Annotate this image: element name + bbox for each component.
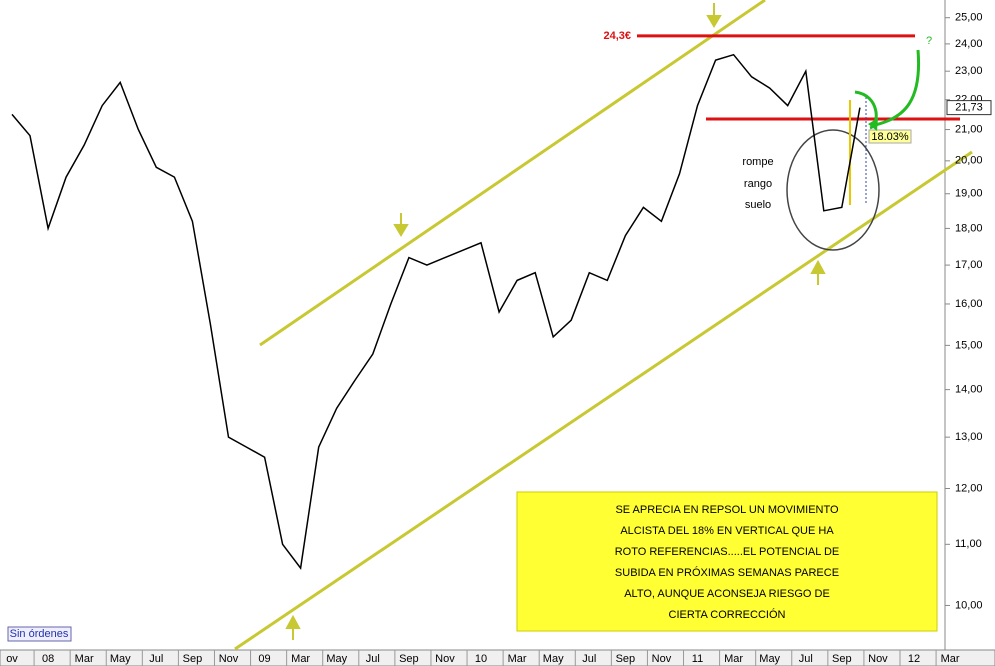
y-tick-label: 10,00	[955, 599, 983, 611]
note: suelo	[745, 199, 771, 211]
comment-line: ALTO, AUNQUE ACONSEJA RIESGO DE	[624, 588, 830, 600]
x-tick-label: May	[759, 653, 780, 665]
x-tick-label: Mar	[941, 653, 960, 665]
y-tick-label: 13,00	[955, 431, 983, 443]
question: ?	[926, 35, 932, 47]
x-tick-label: Jul	[799, 653, 813, 665]
y-tick-label: 20,00	[955, 155, 983, 167]
y-tick-label: 21,00	[955, 123, 983, 135]
arrows	[285, 3, 826, 640]
x-tick-label: Jul	[582, 653, 596, 665]
status-box	[7, 626, 72, 642]
y-tick-label: 18,00	[955, 222, 983, 234]
x-tick-label: May	[110, 653, 131, 665]
y-tick-label: 16,00	[955, 298, 983, 310]
green-arrow-head	[868, 118, 878, 131]
x-tick-label: 09	[258, 653, 270, 665]
y-tick-label: 15,00	[955, 339, 983, 351]
x-tick-label: Jul	[149, 653, 163, 665]
x-tick-label: Mar	[75, 653, 94, 665]
x-tick-label: May	[543, 653, 564, 665]
level-label: 24,3€	[603, 30, 631, 42]
comment-line: SUBIDA EN PRÓXIMAS SEMANAS PARECE	[615, 566, 839, 579]
y-tick-label: 12,00	[955, 482, 983, 494]
last-price-box	[946, 100, 992, 116]
y-tick-label: 11,00	[955, 538, 982, 550]
x-tick-label: 08	[42, 653, 54, 665]
x-tick-label: Nov	[219, 653, 239, 665]
price-line	[11, 53, 861, 570]
y-tick-label: 23,00	[955, 65, 983, 77]
lower-channel	[234, 150, 973, 651]
status: Sin órdenes	[10, 628, 69, 640]
x-tick-label: Sep	[832, 653, 852, 665]
x-tick-label: Nov	[652, 653, 672, 665]
comment-line: ALCISTA DEL 18% EN VERTICAL QUE HA	[620, 525, 834, 537]
percent-label: 18.03%	[871, 131, 909, 143]
x-tick-label: Sep	[183, 653, 203, 665]
x-tick-label: ov	[6, 653, 18, 665]
y-tick-label: 24,00	[955, 38, 983, 50]
x-axis-strip	[0, 649, 995, 666]
x-tick-label: 12	[908, 653, 920, 665]
x-tick-label: Mar	[508, 653, 527, 665]
x-tick-label: Mar	[724, 653, 743, 665]
range-circle	[786, 129, 880, 251]
x-tick-label: Mar	[291, 653, 310, 665]
comment-line: CIERTA CORRECCIÓN	[669, 608, 786, 621]
x-tick-label: May	[326, 653, 347, 665]
comment-box	[516, 491, 938, 632]
comment-line: ROTO REFERENCIAS.....EL POTENCIAL DE	[615, 546, 840, 558]
y-tick-label: 25,00	[955, 12, 983, 24]
x-tick-label: Nov	[435, 653, 455, 665]
y-tick-label: 19,00	[955, 188, 983, 200]
last-price-label: 21,73	[955, 102, 983, 114]
x-tick-label: Sep	[399, 653, 419, 665]
x-tick-label: 10	[475, 653, 487, 665]
comment-line: SE APRECIA EN REPSOL UN MOVIMIENTO	[615, 504, 839, 516]
upper-channel	[259, 0, 766, 347]
percent-box	[868, 129, 912, 144]
x-tick-label: Nov	[868, 653, 888, 665]
y-tick-label: 14,00	[955, 384, 983, 396]
x-tick-label: Jul	[366, 653, 380, 665]
x-tick-label: Sep	[616, 653, 636, 665]
y-tick-label: 17,00	[955, 259, 983, 271]
x-tick-label: 11	[692, 653, 703, 665]
note: rango	[744, 178, 772, 190]
note: rompe	[742, 156, 773, 168]
